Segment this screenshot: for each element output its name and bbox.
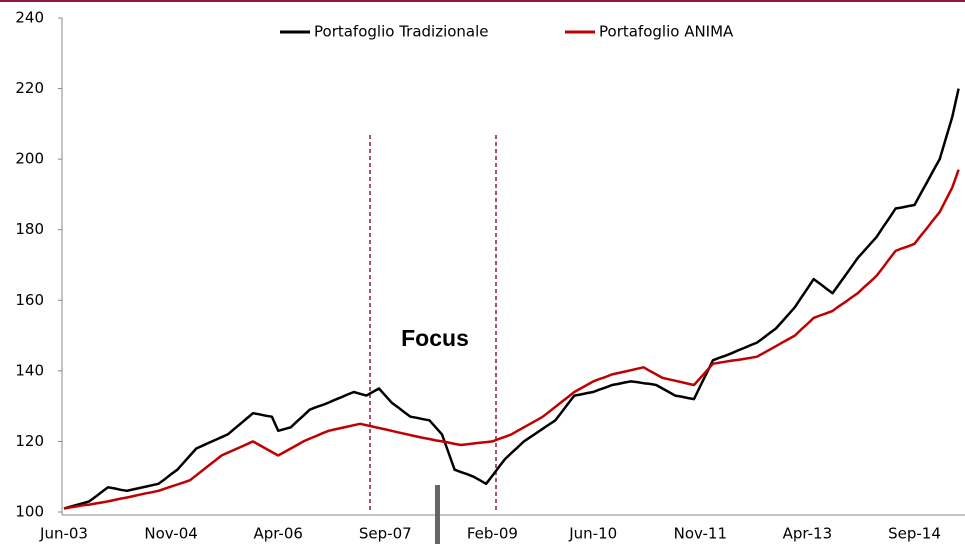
- y-tick-label: 140: [15, 361, 44, 379]
- y-tick-label: 220: [15, 79, 44, 97]
- x-tick-label: Apr-13: [783, 525, 833, 543]
- x-tick-label: Nov-11: [674, 525, 727, 543]
- x-tick-label: Nov-04: [144, 525, 197, 543]
- x-tick-label: Jun-03: [39, 525, 88, 543]
- series-line: [63, 169, 960, 510]
- legend: Portafoglio Tradizionale Portafoglio ANIM…: [280, 23, 734, 41]
- x-tick-label: Sep-07: [359, 525, 412, 543]
- divider-bar: [435, 485, 440, 544]
- y-tick-label: 160: [15, 291, 44, 309]
- y-tick-label: 240: [15, 9, 44, 27]
- x-tick-label: Jun-10: [568, 525, 617, 543]
- focus-label: Focus: [401, 325, 469, 351]
- x-tick-label: Apr-06: [253, 525, 303, 543]
- y-tick-label: 200: [15, 150, 44, 168]
- y-tick-label: 100: [15, 503, 44, 521]
- top-border: [0, 0, 965, 2]
- x-tick-label: Sep-14: [888, 525, 941, 543]
- legend-label: Portafoglio ANIMA: [599, 23, 734, 41]
- series-line: [63, 88, 960, 510]
- y-tick-label: 120: [15, 432, 44, 450]
- y-tick-label: 180: [15, 220, 44, 238]
- legend-label: Portafoglio Tradizionale: [314, 23, 489, 41]
- x-tick-label: Feb-09: [467, 525, 518, 543]
